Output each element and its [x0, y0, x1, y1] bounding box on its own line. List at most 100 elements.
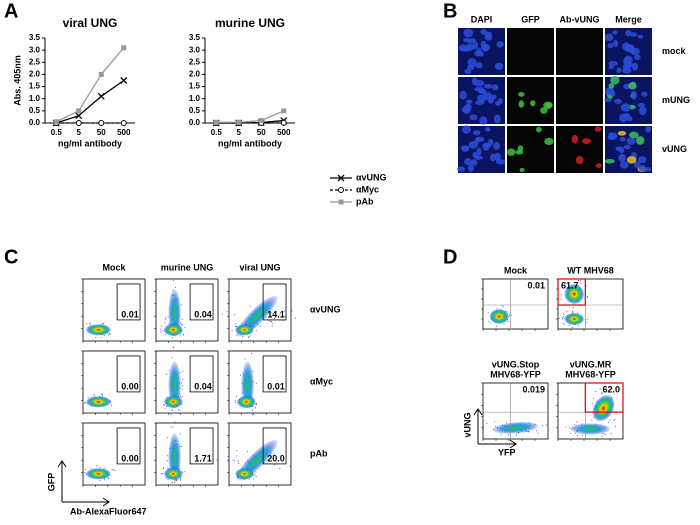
cell — [536, 126, 542, 133]
event-dot — [164, 408, 166, 410]
column-header: Merge — [615, 14, 642, 24]
density — [86, 324, 111, 336]
cell — [641, 91, 648, 97]
event-dot — [251, 325, 253, 327]
gate — [189, 283, 214, 321]
cell — [623, 144, 631, 150]
plot-title: MHV68-YFP — [565, 369, 616, 379]
event-dot — [163, 466, 165, 468]
event-dot — [176, 467, 178, 469]
event-dot — [172, 426, 174, 428]
event-dot — [85, 468, 87, 470]
event-dot — [578, 279, 580, 281]
gate — [189, 355, 214, 393]
cell — [613, 39, 619, 47]
event-dot — [161, 330, 163, 332]
event-dot — [184, 326, 186, 328]
event-dot — [164, 322, 166, 324]
event-dot — [181, 382, 183, 384]
event-dot — [240, 374, 242, 376]
cell — [575, 156, 584, 165]
event-dot — [614, 425, 616, 427]
event-dot — [291, 310, 293, 312]
x-tick-label: 50 — [257, 128, 266, 137]
marker — [76, 108, 82, 114]
micrograph — [507, 77, 554, 124]
event-dot — [560, 299, 562, 301]
row-label: αvUNG — [310, 304, 341, 314]
event-dot — [180, 479, 182, 481]
flow-plot: 0.00 — [81, 422, 146, 487]
micrograph — [604, 125, 652, 173]
density — [86, 468, 111, 480]
event-dot — [181, 318, 183, 320]
event-dot — [173, 466, 175, 468]
flow-plot: 0.00 — [81, 350, 146, 415]
event-dot — [581, 434, 583, 436]
cell — [479, 116, 488, 125]
y-tick-label: 0.0 — [29, 118, 41, 127]
marker — [121, 45, 127, 51]
cell — [615, 146, 621, 152]
event-dot — [181, 445, 183, 447]
event-dot — [586, 296, 588, 298]
event-dot — [251, 414, 253, 416]
event-dot — [592, 397, 594, 399]
event-dot — [93, 395, 95, 397]
event-dot — [502, 306, 504, 308]
cell — [607, 42, 614, 49]
event-dot — [565, 426, 567, 428]
event-dot — [103, 479, 105, 481]
cell — [493, 142, 501, 150]
cell — [462, 125, 471, 134]
event-dot — [591, 403, 593, 405]
event-dot — [83, 402, 85, 404]
flow-plot: 1.71 — [154, 421, 219, 487]
x-tick-label: 0.5 — [51, 128, 63, 137]
density — [164, 467, 183, 481]
event-dot — [181, 324, 183, 326]
event-dot — [160, 331, 162, 333]
event-dot — [93, 393, 95, 395]
cell — [608, 83, 615, 89]
event-dot — [171, 357, 173, 359]
event-dot — [82, 332, 84, 334]
cell — [637, 34, 644, 39]
event-dot — [289, 465, 291, 467]
event-dot — [251, 468, 253, 470]
event-dot — [162, 473, 164, 475]
event-dot — [577, 325, 579, 327]
cell — [471, 77, 478, 85]
event-dot — [562, 322, 564, 324]
cell — [638, 164, 646, 172]
event-dot — [562, 317, 564, 319]
event-dot — [172, 346, 174, 348]
event-dot — [271, 312, 273, 314]
cell — [468, 141, 479, 149]
event-dot — [181, 384, 183, 386]
cell — [628, 82, 637, 90]
event-dot — [90, 322, 92, 324]
event-dot — [234, 460, 236, 462]
density — [492, 421, 539, 434]
x-tick-label: 0.5 — [211, 128, 223, 137]
gate — [262, 283, 287, 321]
event-dot — [613, 420, 615, 422]
x-axis-label: ng/ml antibody — [218, 138, 282, 148]
event-dot — [99, 479, 101, 481]
column-header: DAPI — [471, 14, 493, 24]
event-dot — [271, 315, 273, 317]
cell — [608, 60, 618, 67]
event-dot — [571, 326, 573, 328]
event-dot — [84, 402, 86, 404]
cell — [518, 100, 525, 108]
event-dot — [87, 397, 89, 399]
event-dot — [249, 335, 251, 337]
event-dot — [493, 420, 495, 422]
event-dot — [245, 322, 247, 324]
event-dot — [602, 433, 604, 435]
cell — [530, 100, 536, 107]
plot-title: MHV68-YFP — [490, 369, 541, 379]
panel-label: D — [443, 246, 457, 268]
event-dot — [99, 467, 101, 469]
